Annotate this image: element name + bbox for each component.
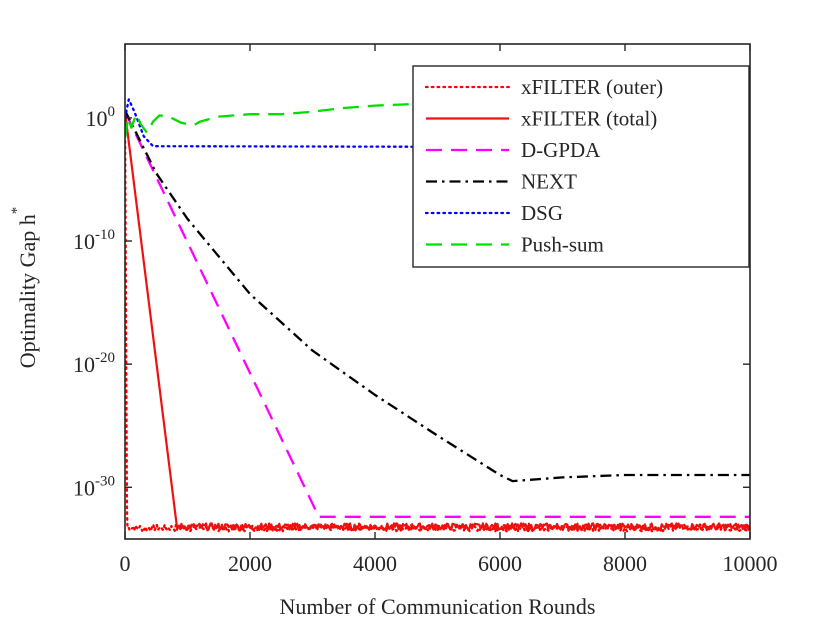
series-xfilter-total bbox=[125, 111, 750, 532]
y-tick-label: 10-30 bbox=[73, 473, 115, 500]
y-tick-exponent: -20 bbox=[95, 350, 115, 366]
y-tick-base: 10 bbox=[73, 229, 95, 254]
y-tick-exponent: 0 bbox=[108, 104, 116, 120]
x-tick-label: 10000 bbox=[723, 551, 778, 576]
y-tick-base: 10 bbox=[73, 475, 95, 500]
legend-label: NEXT bbox=[521, 170, 577, 194]
x-tick-label: 4000 bbox=[353, 551, 397, 576]
series-line-2 bbox=[125, 111, 750, 518]
legend-label: xFILTER (outer) bbox=[521, 75, 663, 99]
y-tick-exponent: -30 bbox=[95, 473, 115, 489]
x-axis-label: Number of Communication Rounds bbox=[280, 594, 596, 619]
series-d-gpda bbox=[125, 111, 750, 518]
x-tick-label: 2000 bbox=[228, 551, 272, 576]
legend: xFILTER (outer) xFILTER (total) D-GPDA NEXT… bbox=[412, 65, 750, 268]
y-tick-exponent: -10 bbox=[95, 227, 115, 243]
y-tick-base: 10 bbox=[86, 106, 108, 131]
legend-box bbox=[412, 65, 750, 268]
legend-label: xFILTER (total) bbox=[521, 107, 657, 131]
y-axis-label-superscript: * bbox=[9, 207, 25, 215]
y-tick-label: 100 bbox=[86, 104, 116, 131]
legend-item: Push-sum bbox=[426, 233, 604, 257]
x-tick-label: 8000 bbox=[603, 551, 647, 576]
series-line-4 bbox=[125, 98, 750, 149]
series-xfilter-outer bbox=[125, 116, 750, 533]
plot-frame bbox=[124, 43, 751, 540]
legend-label: Push-sum bbox=[521, 233, 604, 257]
legend-item: D-GPDA bbox=[426, 138, 601, 162]
legend-label: DSG bbox=[521, 201, 563, 225]
y-tick-label: 10-10 bbox=[73, 227, 115, 254]
legend-item: NEXT bbox=[426, 170, 577, 194]
series-line-0 bbox=[125, 116, 750, 533]
y-tick-label: 10-20 bbox=[73, 350, 115, 377]
series-dsg bbox=[125, 98, 750, 149]
x-tick-label: 0 bbox=[120, 551, 131, 576]
y-axis-label: Optimality Gap h* bbox=[9, 207, 40, 368]
y-tick-base: 10 bbox=[73, 352, 95, 377]
series-line-1 bbox=[125, 111, 750, 532]
legend-item: xFILTER (total) bbox=[426, 107, 657, 131]
legend-item: DSG bbox=[424, 201, 563, 225]
y-axis-label-text: Optimality Gap h bbox=[15, 214, 40, 368]
x-tick-label: 6000 bbox=[478, 551, 522, 576]
legend-label: D-GPDA bbox=[521, 138, 601, 162]
legend-item: xFILTER (outer) bbox=[424, 75, 663, 99]
